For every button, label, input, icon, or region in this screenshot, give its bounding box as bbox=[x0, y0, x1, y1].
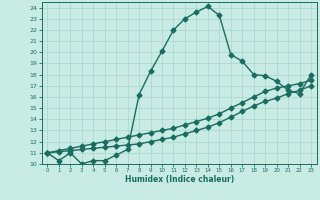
X-axis label: Humidex (Indice chaleur): Humidex (Indice chaleur) bbox=[124, 175, 234, 184]
